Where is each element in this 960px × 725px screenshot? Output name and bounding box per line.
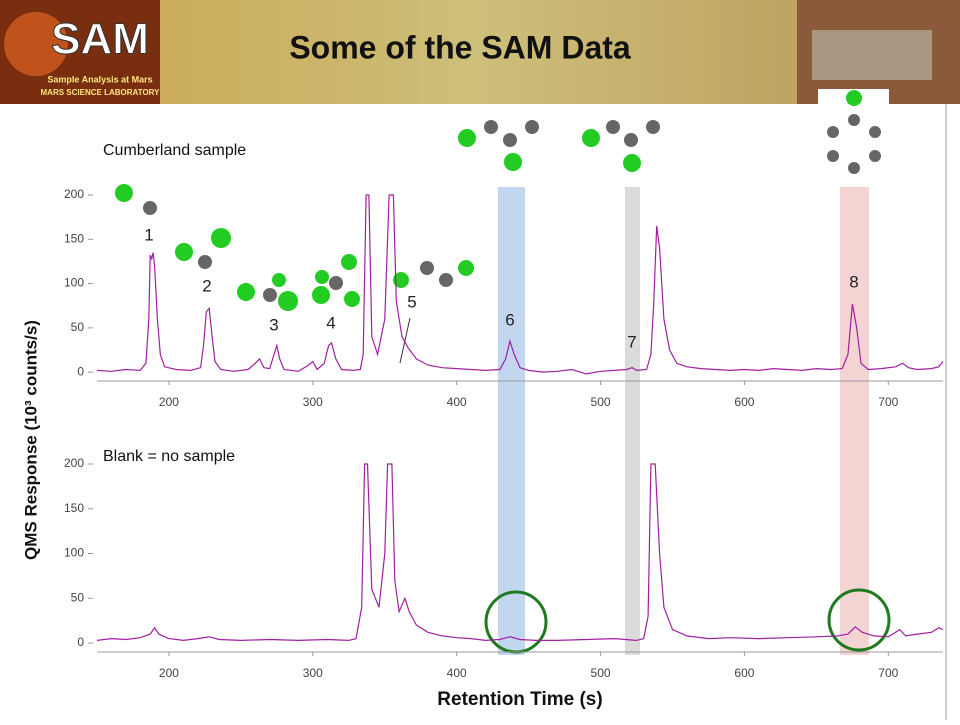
data-line	[96, 463, 944, 642]
y-tick-label: 200	[64, 456, 84, 470]
highlight-band	[840, 187, 869, 655]
peak-label: 1	[144, 225, 153, 244]
y-tick-label: 100	[64, 276, 84, 290]
panel-annotation: Blank = no sample	[103, 448, 235, 465]
x-tick-label: 300	[303, 666, 323, 680]
peak-label: 2	[202, 276, 211, 295]
x-tick-label: 500	[591, 666, 611, 680]
peak-label: 7	[627, 332, 636, 351]
peak-label: 5	[407, 292, 416, 311]
highlight-circle	[827, 588, 891, 652]
peak-label: 3	[269, 315, 278, 334]
y-tick-label: 150	[64, 501, 84, 515]
logo-name: SAM	[51, 15, 149, 64]
y-tick-label: 0	[77, 364, 84, 378]
y-tick-label: 100	[64, 546, 84, 560]
y-tick-label: 50	[71, 320, 85, 334]
highlight-band	[498, 187, 525, 655]
rover-shape	[812, 30, 932, 80]
logo-line1: Sample Analysis at Mars	[47, 74, 152, 84]
y-tick-label: 0	[77, 635, 84, 649]
slide-title: Some of the SAM Data	[289, 29, 631, 65]
peak-label: 4	[326, 313, 335, 332]
y-axis-label: QMS Response (10³ counts/s)	[21, 320, 40, 560]
panel-annotation: Cumberland sample	[103, 142, 246, 159]
x-tick-label: 600	[734, 666, 754, 680]
highlight-band	[625, 187, 640, 655]
y-tick-label: 150	[64, 231, 84, 245]
x-axis-label: Retention Time (s)	[437, 689, 602, 710]
y-tick-label: 50	[71, 590, 85, 604]
x-tick-label: 500	[591, 395, 611, 409]
molecule-icons	[115, 89, 889, 311]
x-tick-label: 200	[159, 666, 179, 680]
x-tick-label: 700	[878, 666, 898, 680]
logo-planet	[4, 12, 68, 76]
peak-label: 8	[849, 272, 858, 291]
x-tick-label: 200	[159, 395, 179, 409]
x-tick-label: 400	[447, 395, 467, 409]
x-tick-label: 700	[878, 395, 898, 409]
x-tick-label: 400	[447, 666, 467, 680]
peak-label: 6	[505, 310, 514, 329]
logo-line2: MARS SCIENCE LABORATORY	[41, 88, 161, 97]
data-line	[96, 194, 944, 375]
x-tick-label: 600	[734, 395, 754, 409]
x-tick-label: 300	[303, 395, 323, 409]
pointer-line	[399, 317, 411, 364]
y-tick-label: 200	[64, 187, 84, 201]
